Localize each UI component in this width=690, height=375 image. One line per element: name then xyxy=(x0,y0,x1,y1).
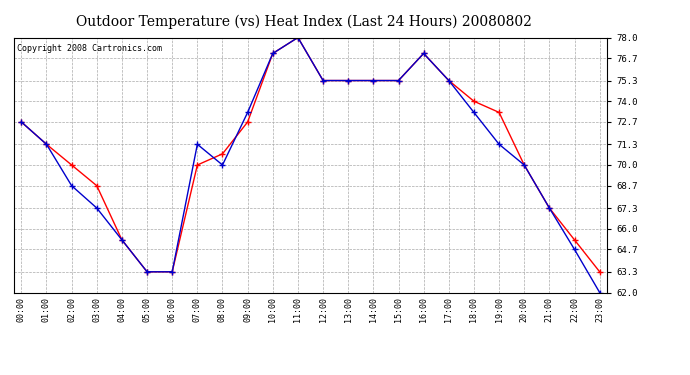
Text: Outdoor Temperature (vs) Heat Index (Last 24 Hours) 20080802: Outdoor Temperature (vs) Heat Index (Las… xyxy=(76,15,531,29)
Text: Copyright 2008 Cartronics.com: Copyright 2008 Cartronics.com xyxy=(17,44,161,53)
